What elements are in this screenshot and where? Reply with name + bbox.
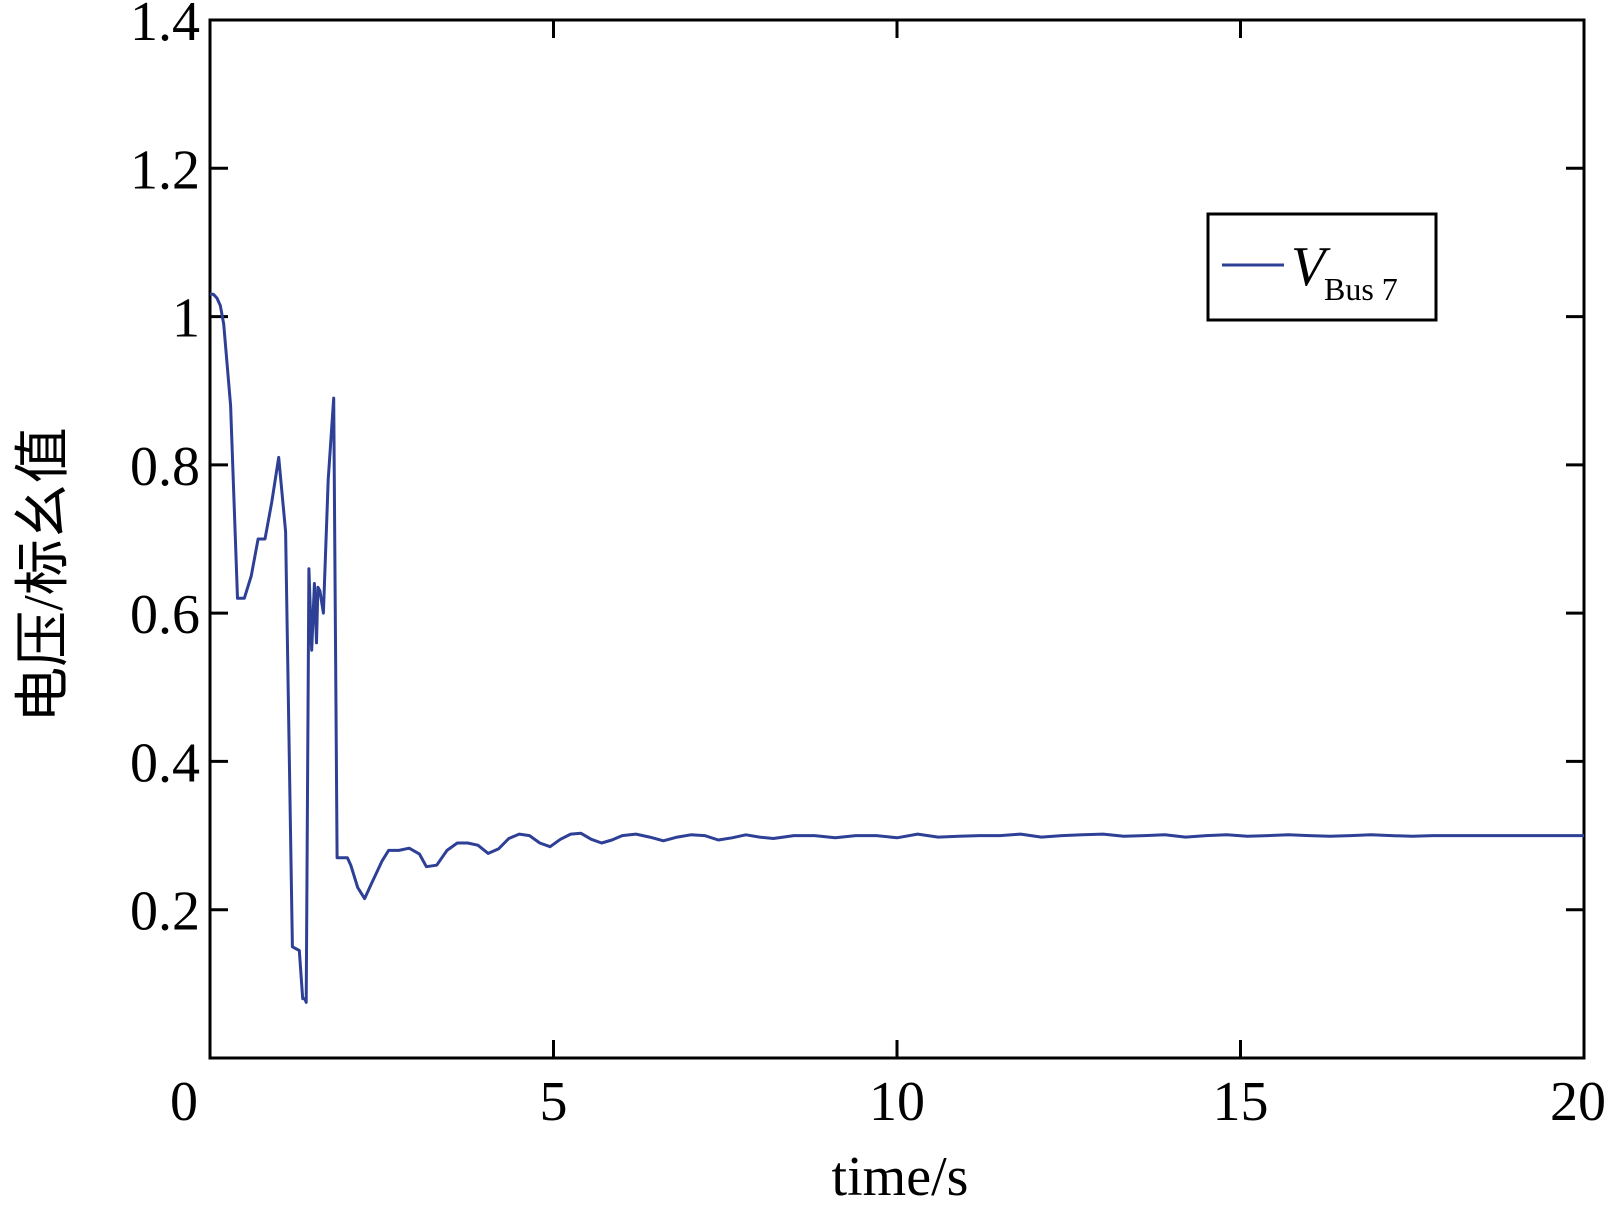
x-tick-label: 15: [1213, 1071, 1269, 1133]
y-tick-label: 0.2: [130, 881, 200, 943]
legend: V Bus 7: [1206, 212, 1438, 322]
x-axis-title: time/s: [832, 1146, 969, 1208]
legend-box: [1206, 212, 1438, 322]
x-axis-ticks: 0 5 10 15 20: [170, 20, 1606, 1133]
x-tick-label: 20: [1550, 1071, 1606, 1133]
y-tick-label: 0.4: [130, 732, 200, 794]
x-tick-label: 5: [540, 1071, 568, 1133]
y-tick-label: 0.6: [130, 584, 200, 646]
y-tick-label: 0.8: [130, 436, 200, 498]
y-axis-ticks: 0.2 0.4 0.6 0.8 1 1.2 1.4: [130, 0, 1584, 943]
y-tick-label: 1: [172, 288, 200, 350]
series-line: [210, 292, 1584, 1004]
y-axis-title: 电压/标幺值: [13, 427, 75, 723]
series-layer: [210, 292, 1584, 1004]
x-tick-label: 10: [869, 1071, 925, 1133]
y-tick-label: 1.4: [130, 0, 200, 53]
y-tick-label: 1.2: [130, 139, 200, 201]
plot-area: [208, 18, 1586, 1060]
legend-subscript: Bus 7: [1324, 271, 1398, 307]
legend-symbol: V: [1291, 236, 1331, 298]
x-tick-label: 0: [170, 1071, 198, 1133]
plot-frame: [208, 18, 1586, 1060]
